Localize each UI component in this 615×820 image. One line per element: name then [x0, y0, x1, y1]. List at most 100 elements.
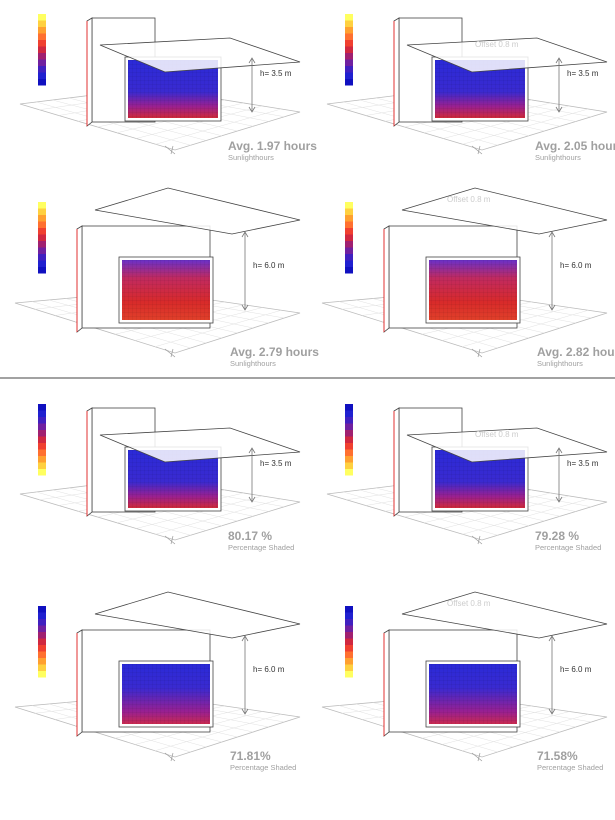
legend-swatch — [38, 202, 46, 209]
arrow-head — [241, 635, 249, 715]
legend-swatch — [38, 59, 46, 66]
ground-grid — [443, 495, 570, 529]
legend-swatch — [345, 436, 353, 443]
legend-swatch — [38, 260, 46, 267]
canopy — [406, 427, 608, 463]
wall-side — [76, 629, 83, 737]
legend-swatch — [345, 456, 353, 463]
offset-label: Offset 0.8 m — [475, 40, 519, 49]
legend-swatch — [38, 664, 46, 671]
legend-swatch — [345, 260, 353, 267]
legend-swatch — [345, 671, 353, 678]
wall-side — [76, 225, 83, 333]
legend-swatch — [345, 462, 353, 469]
arrow-head — [555, 447, 563, 503]
offset-label: Offset 0.8 m — [447, 599, 491, 608]
legend-swatch — [38, 66, 46, 73]
legend-swatch — [38, 241, 46, 248]
legend-swatch — [38, 436, 46, 443]
legend-swatch — [38, 267, 46, 274]
result-caption: Percentage Shaded — [230, 763, 296, 772]
legend-swatch — [38, 410, 46, 417]
legend-swatch — [345, 14, 353, 21]
wall-side — [86, 407, 93, 517]
north-arrow — [164, 535, 176, 545]
result-caption: Sunlighthours — [228, 153, 274, 162]
legend-swatch — [38, 254, 46, 261]
height-label: h= 3.5 m — [260, 69, 292, 78]
legend-swatch — [38, 625, 46, 632]
ground-grid — [154, 310, 282, 347]
legend-swatch — [38, 215, 46, 222]
canopy — [401, 591, 608, 639]
result-value: Avg. 2.79 hours — [230, 345, 319, 359]
legend-swatch — [345, 619, 353, 626]
legend-swatch — [38, 443, 46, 450]
legend-swatch — [345, 664, 353, 671]
canopy — [94, 591, 301, 639]
offset-label: Offset 0.8 m — [447, 195, 491, 204]
result-caption: Percentage Shaded — [228, 543, 294, 552]
legend-swatch — [345, 66, 353, 73]
ground-grid — [155, 498, 282, 535]
result-caption: Sunlighthours — [535, 153, 581, 162]
wall-side — [393, 17, 400, 127]
legend-swatch — [38, 651, 46, 658]
panel: h= 6.0 m 71.81%Percentage Shaded — [14, 591, 301, 772]
legend-swatch — [38, 658, 46, 665]
height-label: h= 3.5 m — [260, 459, 292, 468]
legend-swatch — [345, 241, 353, 248]
legend-swatch — [38, 208, 46, 215]
legend-swatch — [345, 208, 353, 215]
heatmap-mesh — [429, 260, 517, 320]
legend-swatch — [345, 449, 353, 456]
height-label: h= 6.0 m — [253, 665, 285, 674]
north-arrow — [164, 752, 176, 762]
north-arrow — [471, 752, 483, 762]
legend-swatch — [345, 430, 353, 437]
legend-swatch — [345, 267, 353, 274]
result-value: 80.17 % — [228, 529, 272, 543]
legend-swatch — [345, 469, 353, 476]
legend-swatch — [38, 20, 46, 27]
north-arrow — [471, 145, 483, 155]
north-arrow — [164, 348, 176, 358]
offset-label: Offset 0.8 m — [475, 430, 519, 439]
ground-grid — [462, 498, 589, 535]
heatmap-mesh — [122, 664, 210, 724]
result-caption: Percentage Shaded — [535, 543, 601, 552]
height-label: h= 6.0 m — [560, 665, 592, 674]
legend-swatch — [38, 79, 46, 86]
result-caption: Sunlighthours — [537, 359, 583, 368]
legend-swatch — [345, 27, 353, 34]
legend-swatch — [345, 404, 353, 411]
legend-swatch — [345, 612, 353, 619]
legend-swatch — [38, 234, 46, 241]
result-caption: Percentage Shaded — [537, 763, 603, 772]
legend-swatch — [345, 247, 353, 254]
height-label: h= 3.5 m — [567, 69, 599, 78]
legend-swatch — [38, 671, 46, 678]
legend-swatch — [38, 612, 46, 619]
legend-swatch — [345, 215, 353, 222]
legend-swatch — [345, 651, 353, 658]
legend-swatch — [38, 46, 46, 53]
panel: h= 6.0 m Offset 0.8 m Avg. 2.82 hoursSunli… — [321, 187, 615, 368]
legend-swatch — [345, 254, 353, 261]
legend-swatch — [345, 638, 353, 645]
legend-swatch — [345, 632, 353, 639]
panel: h= 6.0 m Offset 0.8 m 71.58%Percentage Sha… — [321, 591, 608, 772]
legend-swatch — [38, 72, 46, 79]
legend-swatch — [345, 59, 353, 66]
legend-swatch — [38, 27, 46, 34]
panel: h= 3.5 m Offset 0.8 m 79.28 %Percentage Sh… — [326, 404, 608, 552]
height-label: h= 6.0 m — [253, 261, 285, 270]
ground-grid — [443, 105, 570, 139]
arrow-head — [248, 57, 256, 113]
legend-swatch — [345, 40, 353, 47]
height-label: h= 6.0 m — [560, 261, 592, 270]
ground-grid — [461, 714, 589, 751]
legend-swatch — [345, 410, 353, 417]
